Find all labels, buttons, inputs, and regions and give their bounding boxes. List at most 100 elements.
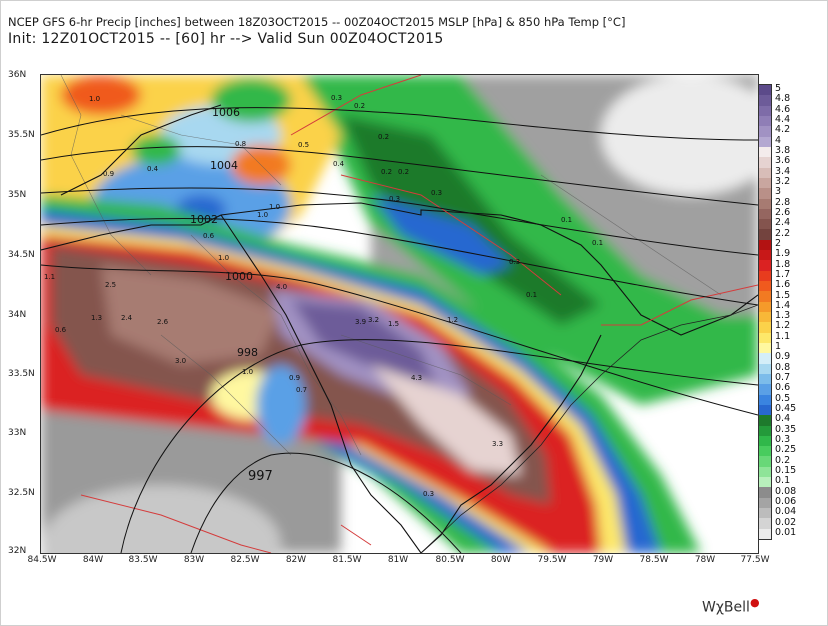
colorbar-cell bbox=[759, 332, 771, 344]
precip-value-label: 0.8 bbox=[235, 140, 247, 148]
colorbar-cell bbox=[759, 115, 771, 127]
colorbar-label: 0.04 bbox=[775, 506, 797, 518]
colorbar-cell bbox=[759, 435, 771, 447]
logo-text: WχBell bbox=[702, 599, 750, 616]
map-title-line-2: Init: 12Z01OCT2015 -- [60] hr --> Valid … bbox=[8, 31, 444, 47]
isobar-label: 1000 bbox=[225, 270, 253, 283]
lat-label: 34.5N bbox=[8, 250, 35, 260]
precip-value-label: 1.5 bbox=[388, 320, 400, 328]
lat-label: 34N bbox=[8, 310, 27, 320]
precip-value-label: 2.5 bbox=[105, 281, 117, 289]
wxbell-logo: WχBell● bbox=[702, 596, 760, 616]
colorbar-label: 0.15 bbox=[775, 464, 797, 476]
colorbar-label: 3.2 bbox=[775, 176, 791, 188]
lon-label: 83.5W bbox=[128, 555, 158, 565]
colorbar-label: 3 bbox=[775, 186, 782, 198]
colorbar-label: 0.5 bbox=[775, 392, 791, 404]
precip-value-label: 0.1 bbox=[526, 291, 538, 299]
isobar-label: 1004 bbox=[210, 159, 238, 172]
colorbar-cell bbox=[759, 167, 771, 179]
colorbar-label: 4 bbox=[775, 134, 782, 146]
colorbar-cell bbox=[759, 415, 771, 426]
precip-value-label: 0.2 bbox=[398, 168, 410, 176]
colorbar-cell bbox=[759, 126, 771, 138]
precip-value-label: 1.1 bbox=[44, 273, 56, 281]
precip-value-label: 0.6 bbox=[55, 326, 67, 334]
colorbar-label: 0.1 bbox=[775, 475, 791, 487]
colorbar-cell bbox=[759, 291, 771, 303]
precip-value-label: 0.3 bbox=[331, 94, 343, 102]
precip-value-label: 0.2 bbox=[378, 133, 390, 141]
precip-value-label: 0.3 bbox=[509, 258, 521, 266]
colorbar-label: 2.2 bbox=[775, 227, 791, 239]
colorbar-label: 0.01 bbox=[775, 526, 797, 538]
colorbar-label: 0.45 bbox=[775, 403, 797, 415]
lon-label: 81.5W bbox=[332, 555, 362, 565]
lon-label: 80.5W bbox=[435, 555, 465, 565]
colorbar-label: 1 bbox=[775, 341, 782, 353]
colorbar-cell bbox=[759, 219, 771, 230]
precip-value-label: 0.4 bbox=[333, 160, 345, 168]
lon-label: 84W bbox=[82, 555, 104, 565]
lon-label: 80W bbox=[490, 555, 512, 565]
colorbar-cell bbox=[759, 177, 771, 189]
colorbar-cell bbox=[759, 301, 771, 313]
colorbar-label: 0.35 bbox=[775, 423, 797, 435]
precip-value-label: 4.3 bbox=[411, 374, 423, 382]
colorbar-label: 0.2 bbox=[775, 454, 791, 466]
lon-label: 77.5W bbox=[740, 555, 770, 565]
colorbar-cell bbox=[759, 281, 771, 292]
precip-value-label: 0.2 bbox=[381, 168, 393, 176]
lat-label: 33.5N bbox=[8, 369, 35, 379]
colorbar-cell bbox=[759, 136, 771, 148]
colorbar-cell bbox=[759, 198, 771, 210]
precip-value-label: 0.5 bbox=[298, 141, 310, 149]
colorbar-cell bbox=[759, 353, 771, 365]
lon-label: 79.5W bbox=[537, 555, 567, 565]
colorbar-cell bbox=[759, 146, 771, 158]
colorbar-label: 3.4 bbox=[775, 165, 791, 177]
colorbar-label: 0.02 bbox=[775, 516, 797, 528]
colorbar-label: 2.8 bbox=[775, 196, 791, 208]
precip-value-label: 0.1 bbox=[592, 239, 604, 247]
colorbar-label: 1.1 bbox=[775, 330, 791, 342]
colorbar-label: 3.6 bbox=[775, 155, 791, 167]
precip-value-label: 4.0 bbox=[276, 283, 288, 291]
precip-value-label: 3.3 bbox=[492, 440, 504, 448]
lon-label: 83W bbox=[183, 555, 205, 565]
lat-label: 35.5N bbox=[8, 130, 35, 140]
colorbar-cell bbox=[759, 446, 771, 457]
precip-value-label: 1.3 bbox=[91, 314, 103, 322]
colorbar-label: 5 bbox=[775, 83, 782, 95]
precip-value-label: 0.2 bbox=[354, 102, 366, 110]
colorbar-cell bbox=[759, 270, 771, 282]
colorbar-label: 0.9 bbox=[775, 351, 791, 363]
lon-label: 79W bbox=[592, 555, 614, 565]
precip-value-label: 0.9 bbox=[103, 170, 115, 178]
lon-label: 78W bbox=[694, 555, 716, 565]
coastline bbox=[420, 304, 758, 553]
colorbar-cell bbox=[759, 373, 771, 385]
lon-label: 82.5W bbox=[230, 555, 260, 565]
colorbar-cell bbox=[759, 363, 771, 375]
colorbar-cell bbox=[759, 188, 771, 199]
precip-value-label: 1.0 bbox=[269, 203, 281, 211]
colorbar-label: 1.2 bbox=[775, 320, 791, 332]
lon-label: 81W bbox=[387, 555, 409, 565]
precip-value-label: 0.7 bbox=[296, 386, 308, 394]
colorbar-cell bbox=[759, 487, 771, 499]
colorbar-cell bbox=[759, 528, 771, 540]
colorbar-label: 0.8 bbox=[775, 361, 791, 373]
colorbar-label: 4.6 bbox=[775, 103, 791, 115]
colorbar-label: 0.25 bbox=[775, 444, 797, 456]
precip-value-label: 3.0 bbox=[175, 357, 187, 365]
colorbar-cell bbox=[759, 95, 771, 107]
colorbar-cell bbox=[759, 466, 771, 478]
precip-field bbox=[41, 75, 758, 553]
precip-value-label: 0.6 bbox=[203, 232, 215, 240]
colorbar-cell bbox=[759, 250, 771, 261]
colorbar-cell bbox=[759, 260, 771, 272]
precip-value-label: 0.4 bbox=[147, 165, 159, 173]
map-canvas bbox=[41, 75, 758, 553]
isobar-label: 997 bbox=[248, 469, 273, 484]
